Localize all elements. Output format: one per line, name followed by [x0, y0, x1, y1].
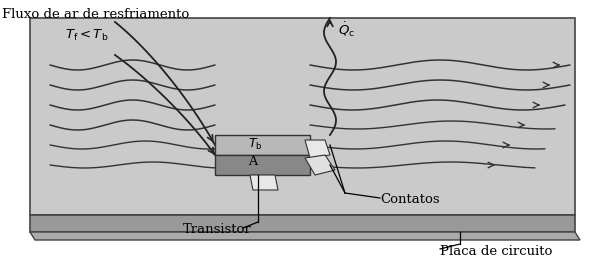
Text: Placa de circuito: Placa de circuito: [440, 245, 552, 258]
Polygon shape: [215, 135, 310, 155]
Polygon shape: [30, 232, 580, 240]
Text: Fluxo de ar de resfriamento: Fluxo de ar de resfriamento: [2, 8, 189, 21]
Text: Transistor: Transistor: [183, 223, 252, 236]
Polygon shape: [30, 18, 575, 215]
Polygon shape: [305, 140, 330, 158]
Text: A: A: [248, 155, 257, 168]
Polygon shape: [215, 155, 310, 175]
Polygon shape: [250, 175, 278, 190]
Text: $T_{\mathrm{f}} < T_{\mathrm{b}}$: $T_{\mathrm{f}} < T_{\mathrm{b}}$: [65, 28, 108, 43]
Text: Contatos: Contatos: [380, 193, 440, 206]
Text: $\dot{Q}_{\mathrm{c}}$: $\dot{Q}_{\mathrm{c}}$: [338, 20, 355, 39]
Polygon shape: [30, 215, 575, 232]
Text: $T_{\mathrm{b}}$: $T_{\mathrm{b}}$: [248, 137, 263, 152]
Polygon shape: [305, 155, 335, 175]
